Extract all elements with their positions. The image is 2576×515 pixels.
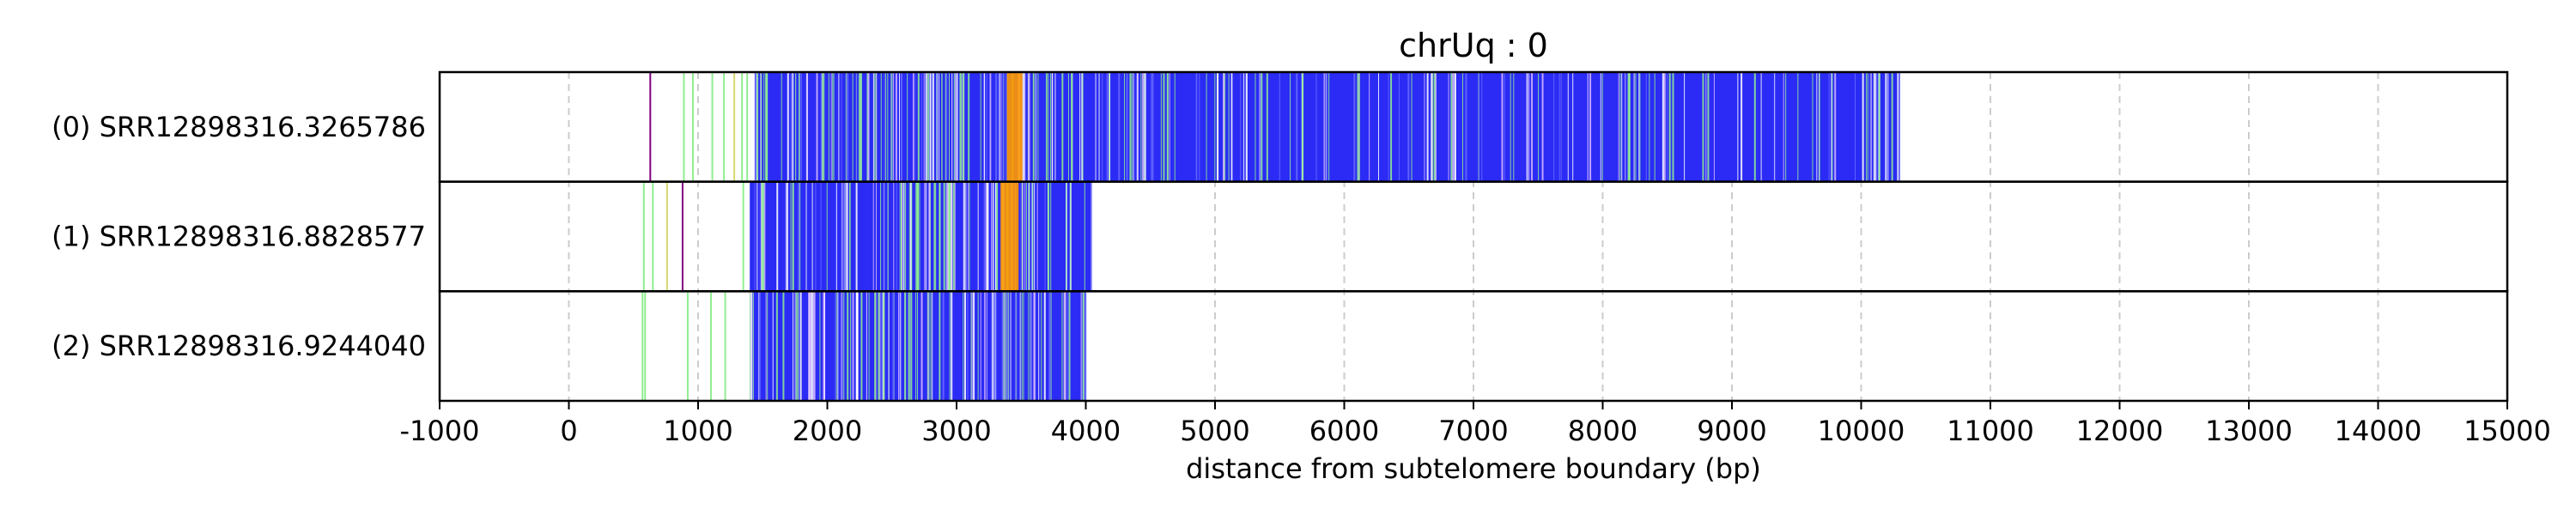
x-tick-label: 15000	[2464, 415, 2551, 447]
x-tick-label: 1000	[663, 415, 732, 447]
x-tick-label: 2000	[793, 415, 862, 447]
x-tick-label: 0	[560, 415, 577, 447]
x-tick-label: 5000	[1180, 415, 1249, 447]
x-tick-label: 11000	[1947, 415, 2034, 447]
x-tick-label: 13000	[2205, 415, 2293, 447]
x-tick-label: 6000	[1309, 415, 1379, 447]
x-tick-label: 4000	[1051, 415, 1121, 447]
x-tick-label: 3000	[921, 415, 991, 447]
x-axis: -1000 0 1000 2000 3000 4000 5000 6000 7000 8000 90…	[400, 401, 2551, 447]
x-tick-label: 10000	[1818, 415, 1905, 447]
x-tick-label: 8000	[1568, 415, 1637, 447]
read-label: (2) SRR12898316.9244040	[52, 330, 426, 362]
x-axis-label: distance from subtelomere boundary (bp)	[1186, 452, 1761, 485]
x-tick-label: 14000	[2335, 415, 2422, 447]
read-track	[641, 291, 1088, 401]
telomere-repeat-region	[750, 181, 1093, 292]
x-tick-label: -1000	[400, 415, 480, 447]
chart-title: chrUq : 0	[1399, 27, 1548, 64]
x-tick-label: 7000	[1438, 415, 1508, 447]
x-tick-label: 12000	[2076, 415, 2164, 447]
x-tick-label: 9000	[1697, 415, 1766, 447]
read-track	[642, 181, 1093, 292]
read-label: (0) SRR12898316.3265786	[52, 111, 426, 143]
alt-repeat-region	[1000, 181, 1019, 292]
read-label: (1) SRR12898316.8828577	[52, 221, 426, 253]
label-layer: (0) SRR12898316.3265786 (1) SRR12898316.8…	[52, 111, 426, 362]
read-track	[649, 72, 1900, 182]
alt-repeat-region	[1006, 72, 1023, 182]
track-layer	[641, 72, 1900, 401]
